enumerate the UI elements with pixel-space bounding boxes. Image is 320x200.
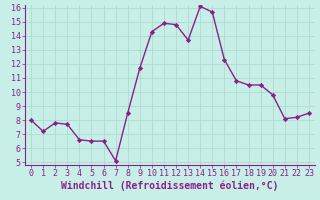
X-axis label: Windchill (Refroidissement éolien,°C): Windchill (Refroidissement éolien,°C) [61, 181, 279, 191]
